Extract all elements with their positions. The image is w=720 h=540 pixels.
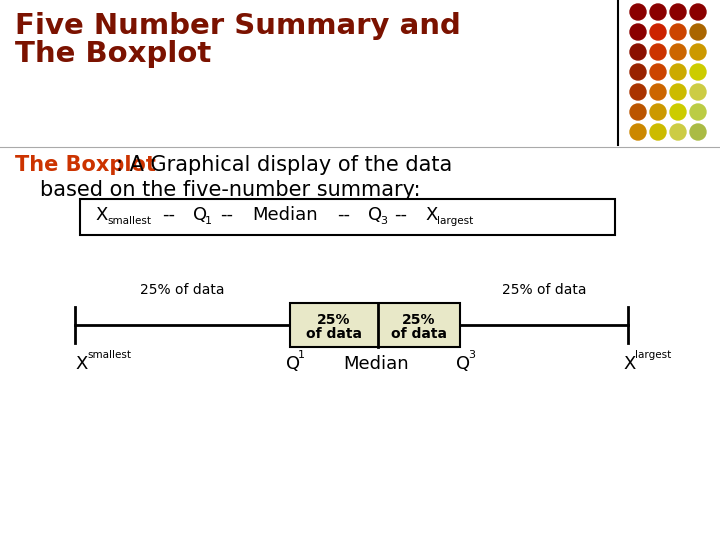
Circle shape [650, 4, 666, 20]
Circle shape [650, 64, 666, 80]
Text: largest: largest [437, 216, 473, 226]
Text: Q: Q [286, 355, 300, 373]
Text: X: X [95, 206, 107, 224]
Text: smallest: smallest [87, 350, 131, 360]
Text: Q: Q [193, 206, 207, 224]
Circle shape [690, 44, 706, 60]
Circle shape [690, 4, 706, 20]
Text: based on the five-number summary:: based on the five-number summary: [40, 180, 420, 200]
Circle shape [650, 84, 666, 100]
Text: smallest: smallest [107, 216, 151, 226]
Circle shape [690, 24, 706, 40]
Text: The Boxplot: The Boxplot [15, 155, 156, 175]
Text: --: -- [337, 206, 350, 224]
Text: 3: 3 [468, 350, 475, 360]
Text: 3: 3 [380, 216, 387, 226]
Circle shape [630, 124, 646, 140]
Circle shape [630, 84, 646, 100]
Circle shape [670, 84, 686, 100]
Circle shape [630, 104, 646, 120]
Circle shape [650, 24, 666, 40]
Text: 1: 1 [298, 350, 305, 360]
Circle shape [630, 4, 646, 20]
Text: X: X [425, 206, 437, 224]
Circle shape [650, 44, 666, 60]
Text: --: -- [394, 206, 407, 224]
Circle shape [690, 124, 706, 140]
Text: of data: of data [391, 327, 447, 341]
Circle shape [690, 84, 706, 100]
Text: --: -- [162, 206, 175, 224]
Circle shape [690, 104, 706, 120]
Circle shape [630, 24, 646, 40]
Circle shape [650, 124, 666, 140]
Circle shape [630, 64, 646, 80]
Bar [290, 303, 460, 347]
Text: The Boxplot: The Boxplot [15, 40, 211, 68]
Text: of data: of data [306, 327, 362, 341]
Text: : A Graphical display of the data: : A Graphical display of the data [116, 155, 452, 175]
Circle shape [690, 64, 706, 80]
Text: Median: Median [252, 206, 318, 224]
Text: 25%: 25% [318, 313, 351, 327]
Circle shape [670, 44, 686, 60]
Text: Five Number Summary and: Five Number Summary and [15, 12, 461, 40]
Bar [80, 199, 615, 235]
Text: largest: largest [635, 350, 671, 360]
Text: Median: Median [343, 355, 409, 373]
Circle shape [670, 64, 686, 80]
Text: 1: 1 [205, 216, 212, 226]
Text: X: X [75, 355, 87, 373]
Circle shape [670, 104, 686, 120]
Text: Q: Q [368, 206, 382, 224]
Circle shape [670, 4, 686, 20]
Circle shape [670, 124, 686, 140]
Circle shape [650, 104, 666, 120]
Text: X: X [623, 355, 635, 373]
Circle shape [670, 24, 686, 40]
Text: 25% of data: 25% of data [140, 283, 225, 297]
Circle shape [630, 44, 646, 60]
Text: 25%: 25% [402, 313, 436, 327]
Text: --: -- [220, 206, 233, 224]
Text: 25% of data: 25% of data [502, 283, 586, 297]
Text: Q: Q [456, 355, 470, 373]
